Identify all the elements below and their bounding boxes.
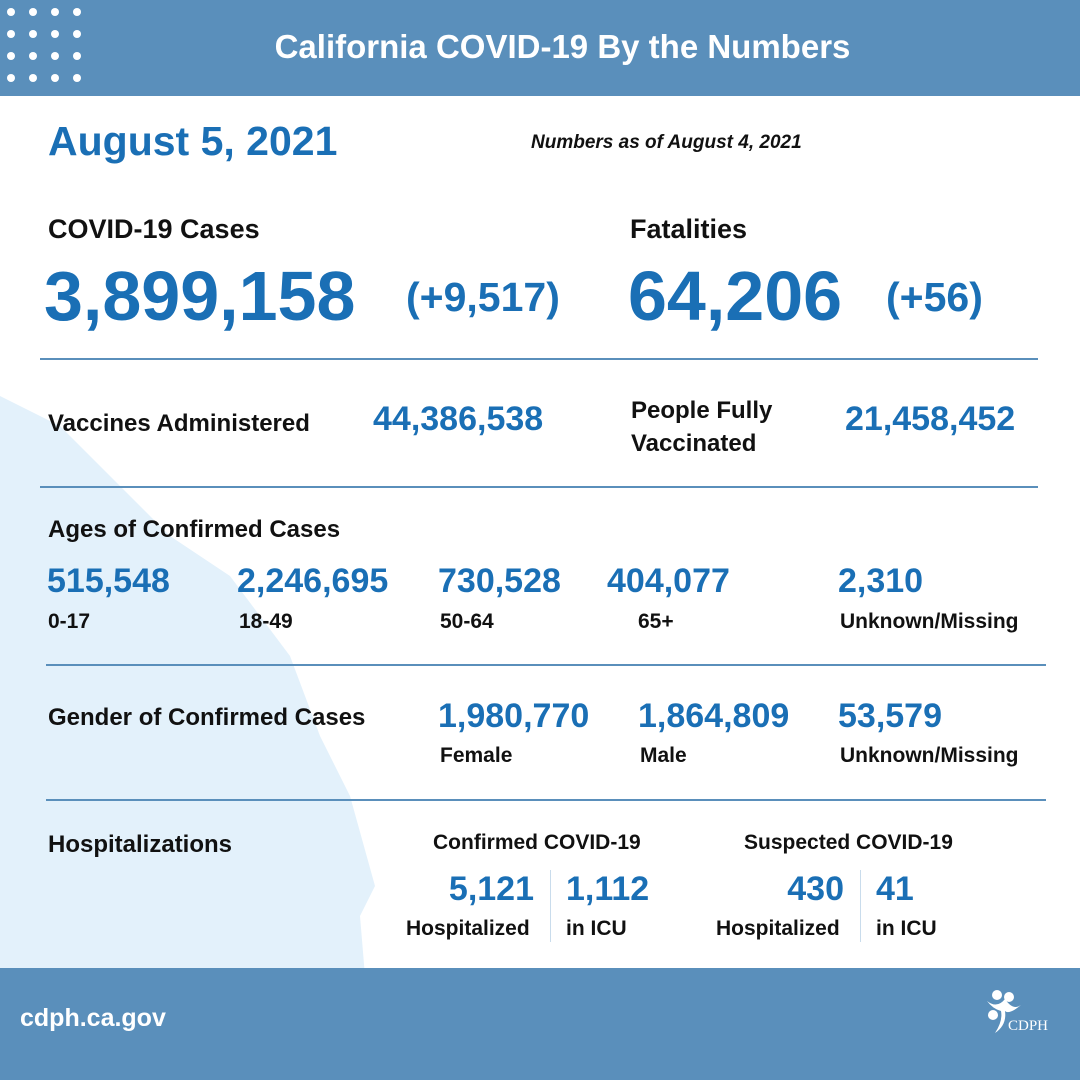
dot [73,74,81,82]
confirmed-label: Confirmed COVID-19 [433,831,641,854]
footer-band [0,968,1080,1080]
fully-vaccinated-value: 21,458,452 [845,400,1016,438]
confirmed-hospitalized-value: 5,121 [448,870,534,908]
vaccines-value: 44,386,538 [373,400,544,438]
page-title: California COVID-19 By the Numbers [274,28,851,65]
suspected-icu-value: 41 [876,870,914,908]
divider [40,358,1038,360]
gender-category-label: Female [440,744,513,767]
confirmed-icu-value: 1,112 [566,870,650,908]
as-of-note: Numbers as of August 4, 2021 [531,132,802,153]
dot [51,30,59,38]
gender-value: 53,579 [838,697,942,735]
cases-label: COVID-19 Cases [48,214,260,244]
confirmed-icu-label: in ICU [566,917,627,940]
divider [550,870,551,942]
ages-value: 515,548 [47,562,170,600]
cases-value: 3,899,158 [44,257,356,335]
report-date: August 5, 2021 [48,118,338,164]
confirmed-hospitalized-label: Hospitalized [406,917,530,940]
fatalities-value: 64,206 [628,257,843,335]
dot [7,8,15,16]
ages-value: 2,246,695 [237,562,389,600]
dot [29,30,37,38]
divider [46,664,1046,666]
website-link[interactable]: cdph.ca.gov [20,1004,166,1032]
label-line: Vaccinated [631,430,757,457]
label-line: People Fully [631,397,773,424]
ages-category-label: 18-49 [239,610,293,633]
divider [860,870,861,942]
california-map-background [0,396,375,968]
cdph-logo-text: CDPH [1008,1018,1049,1034]
ages-label: Ages of Confirmed Cases [48,516,341,543]
dot [51,8,59,16]
ages-category-label: 50-64 [440,610,494,633]
gender-value: 1,980,770 [438,697,590,735]
suspected-label: Suspected COVID-19 [744,831,953,854]
fully-vaccinated-label: People Fully Vaccinated [631,394,772,460]
header-band [0,0,1080,96]
gender-value: 1,864,809 [638,697,790,735]
divider [40,486,1038,488]
hospitalizations-label: Hospitalizations [48,831,233,858]
suspected-hospitalized-label: Hospitalized [716,917,840,940]
cdph-logo-icon [987,990,1021,1033]
dot [73,8,81,16]
dot [73,52,81,60]
fatalities-change: (+56) [886,274,983,320]
ages-value: 2,310 [838,562,924,600]
gender-category-label: Unknown/Missing [840,744,1019,767]
ages-value: 730,528 [438,562,561,600]
suspected-icu-label: in ICU [876,917,937,940]
divider [46,799,1046,801]
dot [7,52,15,60]
ages-category-label: 0-17 [48,610,91,633]
dot [51,52,59,60]
dot [7,30,15,38]
ages-category-label: Unknown/Missing [840,610,1019,633]
gender-category-label: Male [640,744,687,767]
ages-value: 404,077 [607,562,730,600]
fatalities-label: Fatalities [630,214,748,244]
cases-change: (+9,517) [406,274,560,320]
ages-category-label: 65+ [638,610,674,633]
dot [29,52,37,60]
dot [73,30,81,38]
suspected-hospitalized-value: 430 [787,870,844,908]
vaccines-label: Vaccines Administered [48,410,310,437]
dot [29,74,37,82]
dot [7,74,15,82]
dot [29,8,37,16]
dot [51,74,59,82]
gender-label: Gender of Confirmed Cases [48,704,366,731]
